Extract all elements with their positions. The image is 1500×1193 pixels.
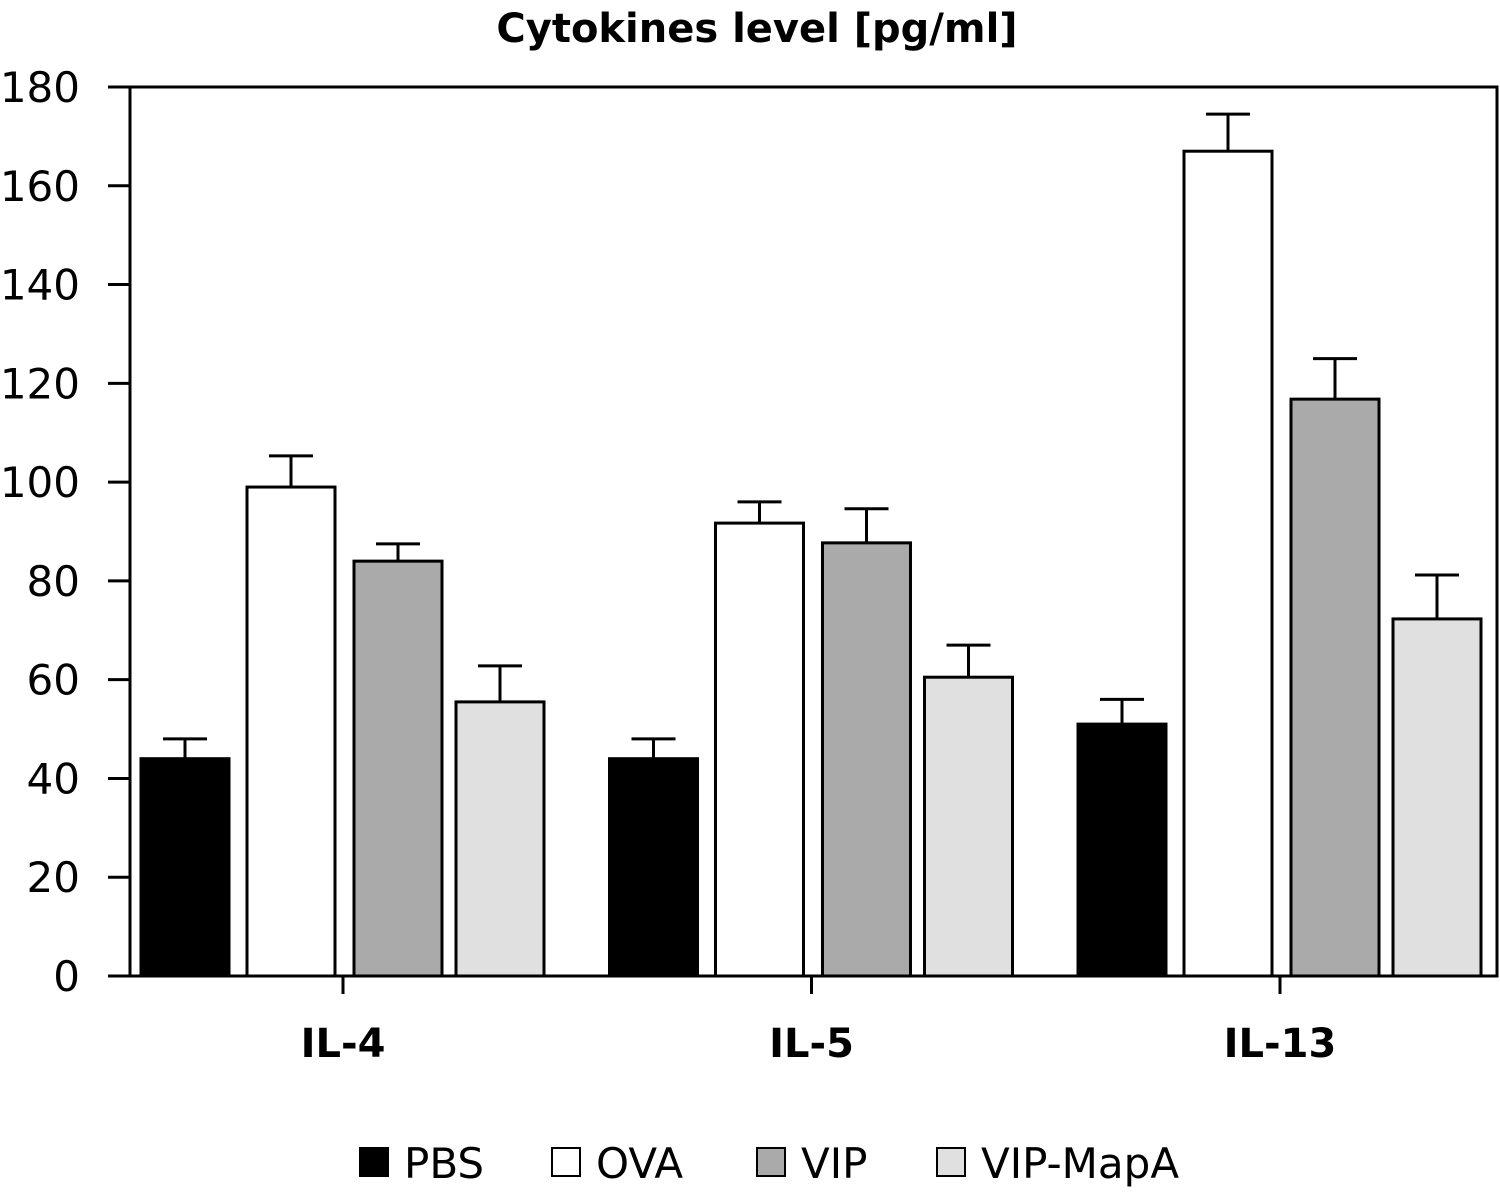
legend-label: VIP-MapA bbox=[981, 1139, 1179, 1188]
bar-vip-mapa-il-4 bbox=[454, 700, 546, 978]
y-tick-label: 120 bbox=[0, 359, 80, 408]
bar-vip-mapa-il-13 bbox=[1391, 617, 1483, 978]
y-tick-label: 60 bbox=[27, 656, 80, 705]
bar-ova-il-13 bbox=[1182, 149, 1274, 978]
y-tick-label: 0 bbox=[53, 952, 80, 1001]
y-tick-label: 100 bbox=[0, 458, 80, 507]
bar-pbs-il-4 bbox=[139, 757, 231, 978]
legend-swatch bbox=[359, 1147, 389, 1177]
legend-swatch bbox=[756, 1147, 786, 1177]
x-tick-label: IL-4 bbox=[301, 1021, 386, 1067]
y-tick-label: 40 bbox=[27, 754, 80, 803]
y-tick-label: 80 bbox=[27, 557, 80, 606]
chart-title: Cytokines level [pg/ml] bbox=[496, 6, 1017, 52]
legend-label: OVA bbox=[596, 1139, 683, 1188]
x-tick-label: IL-13 bbox=[1224, 1021, 1337, 1067]
y-tick-label: 180 bbox=[0, 63, 80, 112]
plot-frame bbox=[128, 85, 1499, 978]
bar-ova-il-4 bbox=[245, 485, 337, 978]
bar-pbs-il-5 bbox=[608, 757, 699, 978]
legend-swatch bbox=[936, 1147, 966, 1177]
y-tick-label: 160 bbox=[0, 162, 80, 211]
axes: 0 20 40 60 80 100 120 140 160 180 IL-4 IL-5 IL-13 bbox=[0, 63, 1499, 1067]
y-tick-label: 140 bbox=[0, 261, 80, 310]
bars bbox=[139, 112, 1483, 978]
bar-pbs-il-13 bbox=[1076, 722, 1168, 978]
legend-label: PBS bbox=[404, 1139, 484, 1188]
bar-vip-mapa-il-5 bbox=[923, 675, 1014, 978]
bar-vip-il-4 bbox=[352, 559, 444, 978]
legend-swatch bbox=[551, 1147, 581, 1177]
legend-label: VIP bbox=[801, 1139, 867, 1188]
y-tick-label: 20 bbox=[27, 853, 80, 902]
bar-vip-il-5 bbox=[821, 541, 912, 978]
bar-ova-il-5 bbox=[714, 521, 805, 978]
x-tick-label: IL-5 bbox=[769, 1021, 854, 1067]
legend: PBS OVA VIP VIP-MapA bbox=[359, 1139, 1179, 1188]
bar-vip-il-13 bbox=[1289, 397, 1381, 978]
